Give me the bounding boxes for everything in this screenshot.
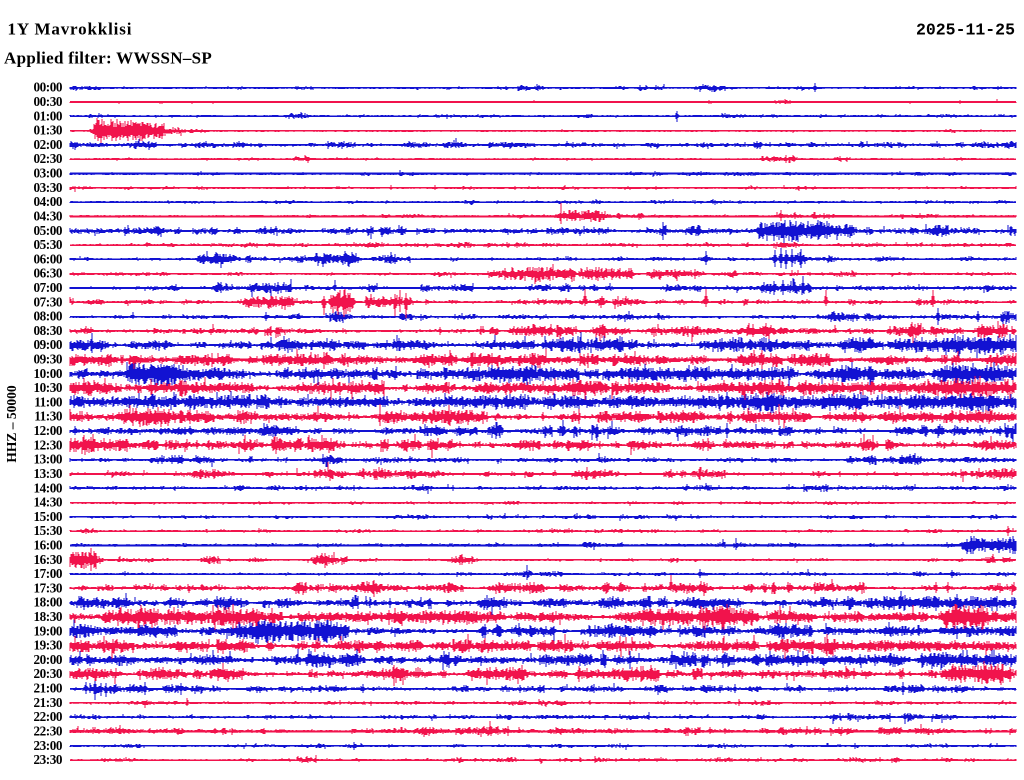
svg-text:01:00: 01:00 — [33, 108, 62, 123]
svg-text:15:30: 15:30 — [33, 523, 62, 538]
svg-text:04:00: 04:00 — [33, 194, 62, 209]
svg-text:09:30: 09:30 — [33, 352, 62, 367]
svg-text:22:00: 22:00 — [33, 709, 62, 724]
svg-text:23:30: 23:30 — [33, 752, 62, 767]
svg-text:03:00: 03:00 — [33, 166, 62, 181]
svg-text:07:30: 07:30 — [33, 294, 62, 309]
svg-text:17:00: 17:00 — [33, 566, 62, 581]
svg-text:06:00: 06:00 — [33, 251, 62, 266]
svg-text:14:00: 14:00 — [33, 480, 62, 495]
svg-text:03:30: 03:30 — [33, 180, 62, 195]
svg-text:00:00: 00:00 — [33, 80, 62, 95]
svg-text:06:30: 06:30 — [33, 266, 62, 281]
svg-text:00:30: 00:30 — [33, 94, 62, 109]
svg-text:18:00: 18:00 — [33, 595, 62, 610]
svg-text:14:30: 14:30 — [33, 495, 62, 510]
svg-text:05:00: 05:00 — [33, 223, 62, 238]
svg-text:16:30: 16:30 — [33, 552, 62, 567]
svg-text:20:30: 20:30 — [33, 666, 62, 681]
svg-text:11:30: 11:30 — [34, 409, 63, 424]
svg-text:19:00: 19:00 — [33, 623, 62, 638]
svg-text:15:00: 15:00 — [33, 509, 62, 524]
svg-text:1Y Mavrokklisi: 1Y Mavrokklisi — [8, 20, 133, 39]
svg-text:23:00: 23:00 — [33, 738, 62, 753]
svg-text:11:00: 11:00 — [34, 394, 63, 409]
svg-text:01:30: 01:30 — [33, 123, 62, 138]
svg-text:21:30: 21:30 — [33, 695, 62, 710]
svg-text:16:00: 16:00 — [33, 538, 62, 553]
svg-text:04:30: 04:30 — [33, 209, 62, 224]
svg-text:19:30: 19:30 — [33, 638, 62, 653]
svg-text:Applied filter: WWSSN–SP: Applied filter: WWSSN–SP — [4, 49, 212, 68]
svg-text:08:30: 08:30 — [33, 323, 62, 338]
svg-text:12:30: 12:30 — [33, 437, 62, 452]
svg-text:10:30: 10:30 — [33, 380, 62, 395]
svg-text:12:00: 12:00 — [33, 423, 62, 438]
svg-text:13:30: 13:30 — [33, 466, 62, 481]
svg-text:07:00: 07:00 — [33, 280, 62, 295]
svg-text:21:00: 21:00 — [33, 681, 62, 696]
svg-text:22:30: 22:30 — [33, 724, 62, 739]
svg-text:18:30: 18:30 — [33, 609, 62, 624]
svg-text:2025-11-25: 2025-11-25 — [916, 21, 1015, 40]
svg-text:17:30: 17:30 — [33, 580, 62, 595]
svg-text:13:00: 13:00 — [33, 452, 62, 467]
svg-text:02:30: 02:30 — [33, 151, 62, 166]
svg-text:05:30: 05:30 — [33, 237, 62, 252]
svg-text:10:00: 10:00 — [33, 366, 62, 381]
svg-text:08:00: 08:00 — [33, 309, 62, 324]
svg-text:HHZ – 50000: HHZ – 50000 — [4, 385, 19, 463]
svg-text:02:00: 02:00 — [33, 137, 62, 152]
svg-text:09:00: 09:00 — [33, 337, 62, 352]
svg-text:20:00: 20:00 — [33, 652, 62, 667]
